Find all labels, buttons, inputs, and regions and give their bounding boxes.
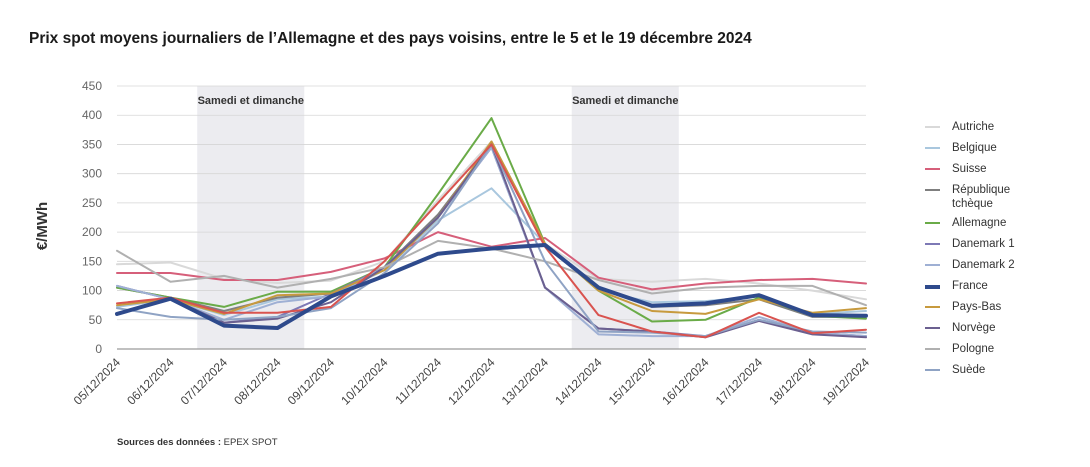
y-tick-label: 200 <box>82 225 102 239</box>
x-tick-label: 14/12/2024 <box>552 355 605 408</box>
chart-legend: Autriche Belgique Suisse République tchèque… <box>925 120 1085 384</box>
legend-swatch <box>925 126 940 128</box>
legend-label: Allemagne <box>952 217 1007 229</box>
legend-label: Norvège <box>952 322 996 334</box>
y-tick-label: 350 <box>82 137 102 151</box>
x-tick-label: 11/12/2024 <box>392 355 444 407</box>
weekend-label-2: Samedi et dimanche <box>572 95 678 107</box>
series-line-france <box>115 243 868 330</box>
x-tick-label: 17/12/2024 <box>713 355 766 408</box>
legend-item: Pays-Bas <box>925 300 1085 321</box>
legend-swatch <box>925 147 940 149</box>
legend-label: Belgique <box>952 142 997 154</box>
series-line-pays-bas <box>116 140 867 315</box>
legend-swatch <box>925 189 940 191</box>
legend-item: Pologne <box>925 342 1085 363</box>
y-tick-label: 400 <box>82 108 102 122</box>
legend-swatch <box>925 243 940 245</box>
legend-label: Autriche <box>952 121 995 133</box>
legend-label: Pays-Bas <box>952 301 1002 313</box>
weekend-label-1: Samedi et dimanche <box>198 95 304 107</box>
source-note: Sources des données : EPEX SPOT <box>117 437 278 448</box>
y-tick-label: 250 <box>82 196 102 210</box>
legend-item: Danemark 1 <box>925 237 1085 258</box>
source-value: EPEX SPOT <box>221 437 278 448</box>
y-axis-label: €/MWh <box>34 202 51 250</box>
legend-swatch <box>925 264 940 266</box>
chart-title: Prix spot moyens journaliers de l’Allema… <box>29 30 752 47</box>
x-tick-label: 07/12/2024 <box>178 355 231 408</box>
legend-item: Danemark 2 <box>925 258 1085 279</box>
legend-label: République tchèque <box>952 184 1011 210</box>
x-tick-label: 15/12/2024 <box>606 355 659 408</box>
legend-item: Autriche <box>925 120 1085 141</box>
legend-swatch <box>925 222 940 224</box>
legend-swatch <box>925 369 940 371</box>
legend-swatch <box>925 327 940 329</box>
legend-item: Belgique <box>925 141 1085 162</box>
legend-swatch <box>925 348 940 350</box>
legend-item: Suède <box>925 363 1085 384</box>
legend-label: Pologne <box>952 343 995 355</box>
legend-label: Danemark 2 <box>952 259 1015 271</box>
y-tick-label: 50 <box>89 313 103 327</box>
x-tick-label: 05/12/2024 <box>71 355 124 408</box>
y-tick-label: 450 <box>82 79 102 93</box>
legend-item: France <box>925 279 1085 300</box>
x-tick-label: 08/12/2024 <box>231 355 284 408</box>
source-label: Sources des données : <box>117 437 222 448</box>
x-tick-label: 16/12/2024 <box>659 355 712 408</box>
legend-label: Suède <box>952 364 986 376</box>
legend-item: République tchèque <box>925 183 1085 216</box>
series-line-unlabeled <box>116 143 867 339</box>
weekend-shading-2 <box>571 86 679 349</box>
legend-label: Suisse <box>952 163 987 175</box>
series-line-danemark-2 <box>116 146 867 338</box>
y-tick-label: 100 <box>82 284 102 298</box>
x-tick-label: 19/12/2024 <box>820 355 873 408</box>
legend-item: Norvège <box>925 321 1085 342</box>
x-tick-label: 10/12/2024 <box>338 355 391 408</box>
legend-item: Suisse <box>925 162 1085 183</box>
legend-swatch <box>925 285 940 289</box>
legend-label: Danemark 1 <box>952 238 1015 250</box>
legend-label: France <box>952 280 988 292</box>
x-tick-label: 09/12/2024 <box>285 355 338 408</box>
x-tick-label: 06/12/2024 <box>124 355 177 408</box>
y-tick-label: 0 <box>95 342 102 356</box>
legend-item: Allemagne <box>925 216 1085 237</box>
y-tick-label: 150 <box>82 254 102 268</box>
x-tick-label: 13/12/2024 <box>499 355 552 408</box>
x-tick-label: 12/12/2024 <box>445 355 498 408</box>
x-tick-label: 18/12/2024 <box>766 355 819 408</box>
legend-swatch <box>925 306 940 308</box>
legend-swatch <box>925 168 940 170</box>
y-tick-label: 300 <box>82 167 102 181</box>
